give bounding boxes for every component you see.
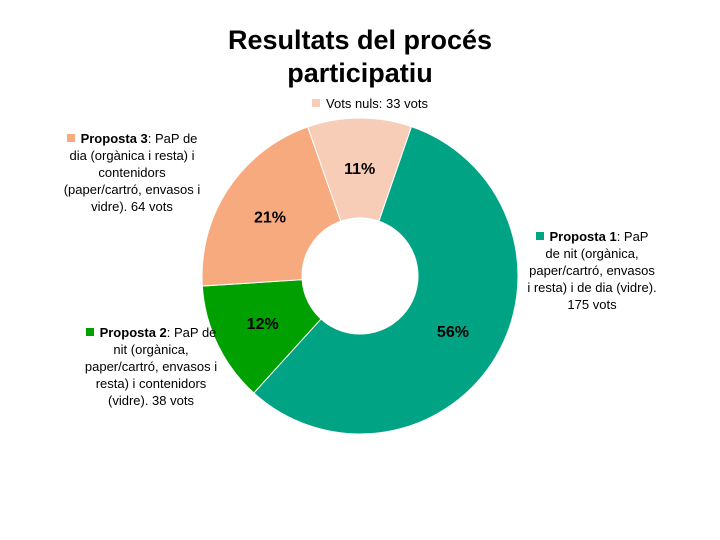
legend-swatch-proposta-3 [66,134,75,142]
slice-label-proposta-3: 21% [254,209,286,226]
slice-vots-nuls [307,117,413,222]
legend-desc-proposta-3: : PaP de dia (orgànica i resta) i conten… [63,131,201,214]
slice-label-vots-nuls: 11% [344,161,375,178]
legend-label-proposta-1: Proposta 1: PaP de nit (orgànica, paper/… [527,228,657,313]
slice-label-proposta-1: 56% [437,324,469,341]
slice-label-proposta-2: 12% [247,316,279,333]
legend-label-vots-nuls: Vots nuls: 33 vots [270,95,470,112]
legend-name-proposta-2: Proposta 2 [99,325,167,340]
chart-title: Resultats del procés participatiu [227,25,493,88]
legend-label-proposta-2: Proposta 2: PaP de nit (orgànica, paper/… [80,324,222,409]
legend-swatch-proposta-2 [85,328,94,336]
legend-swatch-proposta-1 [535,232,544,240]
legend-desc-proposta-1: : PaP de nit (orgànica, paper/cartró, en… [527,229,657,312]
slice-proposta-1 [253,125,519,435]
legend-name-proposta-3: Proposta 3 [80,131,148,146]
legend-swatch-vots-nuls [312,99,321,107]
legend-name-proposta-1: Proposta 1 [549,229,617,244]
slice-proposta-3 [201,126,342,287]
legend-desc-proposta-2: : PaP de nit (orgànica, paper/cartró, en… [84,325,218,408]
legend-label-proposta-3: Proposta 3: PaP de dia (orgànica i resta… [62,130,202,215]
legend-desc-vots-nuls: Vots nuls: 33 vots [326,96,428,111]
